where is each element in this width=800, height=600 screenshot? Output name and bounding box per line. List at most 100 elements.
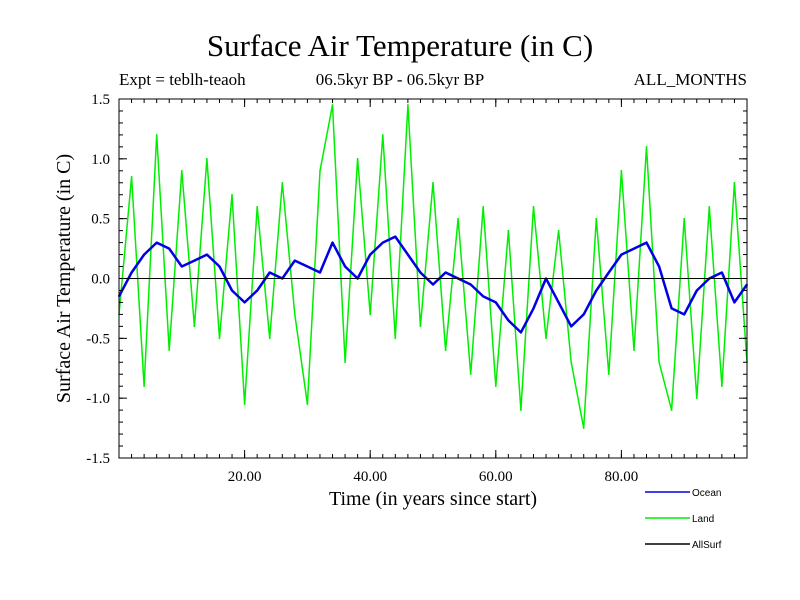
- data-point-ocean: [256, 289, 258, 292]
- data-point-ocean: [306, 265, 309, 268]
- data-point-land: [708, 205, 711, 208]
- data-point-land: [633, 349, 635, 352]
- experiment-label: Expt = teblh-teaoh: [119, 70, 246, 89]
- data-point-land: [306, 403, 309, 405]
- series-line-land: [118, 104, 748, 429]
- data-point-ocean: [645, 241, 648, 244]
- data-point-ocean: [532, 307, 535, 310]
- data-point-ocean: [444, 271, 447, 274]
- data-point-ocean: [608, 271, 610, 274]
- data-point-ocean: [407, 253, 409, 256]
- data-point-ocean: [168, 247, 171, 250]
- y-axis-title: Surface Air Temperature (in C): [53, 154, 75, 403]
- data-point-ocean: [582, 313, 585, 316]
- data-point-land: [482, 205, 485, 208]
- data-point-ocean: [658, 265, 660, 268]
- data-point-ocean: [620, 253, 623, 256]
- data-point-ocean: [381, 241, 384, 244]
- data-point-land: [570, 361, 572, 364]
- y-tick-label: 0.0: [91, 272, 110, 288]
- data-point-land: [155, 134, 158, 136]
- data-point-land: [218, 337, 221, 340]
- data-point-ocean: [469, 283, 472, 286]
- data-point-land: [733, 181, 736, 184]
- data-point-land: [658, 361, 660, 364]
- data-point-ocean: [181, 265, 183, 268]
- data-point-land: [168, 349, 171, 352]
- y-tick-label: -0.5: [86, 331, 110, 347]
- data-point-land: [557, 229, 560, 232]
- data-point-ocean: [319, 271, 321, 274]
- axis-ticks: -1.5 -1.0 -0.5 0.0 0.5 1.0 1.5 20.00 40.00 60.00 8…: [86, 92, 748, 485]
- series-layer: [117, 104, 749, 429]
- x-tick-label: 60.00: [479, 469, 513, 485]
- data-point-land: [582, 427, 585, 429]
- data-point-land: [595, 217, 598, 220]
- data-point-ocean: [520, 331, 522, 334]
- data-point-ocean: [557, 301, 560, 304]
- data-point-land: [231, 193, 233, 196]
- data-point-ocean: [633, 247, 635, 250]
- legend-label-ocean: Ocean: [692, 488, 721, 499]
- data-point-land: [432, 181, 434, 184]
- data-point-ocean: [231, 289, 233, 292]
- data-point-land: [381, 134, 384, 136]
- data-point-ocean: [193, 259, 196, 262]
- legend: Ocean Land AllSurf: [645, 488, 722, 551]
- data-point-ocean: [344, 265, 346, 268]
- data-point-land: [670, 409, 673, 411]
- period-label: 06.5kyr BP - 06.5kyr BP: [315, 70, 485, 89]
- data-point-land: [695, 397, 698, 399]
- data-point-ocean: [206, 253, 208, 256]
- data-point-land: [495, 385, 497, 388]
- data-point-land: [721, 385, 723, 388]
- data-point-land: [469, 373, 472, 376]
- legend-label-land: Land: [692, 514, 714, 525]
- data-point-ocean: [733, 301, 736, 304]
- data-point-ocean: [482, 295, 485, 298]
- x-tick-label: 80.00: [605, 469, 639, 485]
- data-point-land: [532, 205, 535, 208]
- chart-title: Surface Air Temperature (in C): [206, 28, 594, 63]
- data-point-land: [319, 170, 321, 172]
- x-tick-label: 20.00: [228, 469, 262, 485]
- data-point-land: [193, 325, 196, 328]
- data-point-ocean: [268, 271, 271, 274]
- data-point-ocean: [243, 301, 246, 304]
- data-point-land: [268, 337, 271, 340]
- data-point-land: [143, 385, 145, 388]
- data-point-ocean: [495, 301, 497, 304]
- data-point-land: [130, 175, 133, 178]
- data-point-ocean: [130, 271, 133, 274]
- data-point-ocean: [595, 289, 598, 292]
- data-point-land: [344, 361, 346, 364]
- data-point-ocean: [218, 265, 221, 268]
- data-point-ocean: [570, 325, 572, 328]
- data-point-ocean: [294, 259, 296, 262]
- data-point-ocean: [419, 271, 422, 274]
- data-point-ocean: [394, 235, 397, 238]
- months-label: ALL_MONTHS: [633, 70, 747, 89]
- data-point-land: [645, 146, 648, 148]
- data-point-land: [507, 229, 510, 232]
- data-point-land: [520, 409, 522, 411]
- data-point-land: [356, 158, 359, 160]
- data-point-ocean: [507, 319, 510, 322]
- data-point-land: [419, 325, 422, 328]
- y-tick-label: -1.5: [86, 451, 110, 467]
- y-tick-label: 1.0: [91, 152, 110, 168]
- data-point-land: [243, 403, 246, 405]
- data-point-land: [369, 313, 372, 316]
- x-tick-label: 40.00: [353, 469, 387, 485]
- legend-label-allsurf: AllSurf: [692, 540, 722, 551]
- y-tick-label: 1.5: [91, 92, 110, 108]
- data-point-ocean: [721, 271, 723, 274]
- data-point-land: [683, 217, 685, 220]
- data-point-ocean: [155, 241, 158, 244]
- y-tick-label: -1.0: [86, 391, 110, 407]
- data-point-land: [281, 181, 284, 184]
- data-point-land: [394, 337, 397, 340]
- data-point-ocean: [432, 283, 434, 286]
- y-tick-label: 0.5: [91, 212, 110, 228]
